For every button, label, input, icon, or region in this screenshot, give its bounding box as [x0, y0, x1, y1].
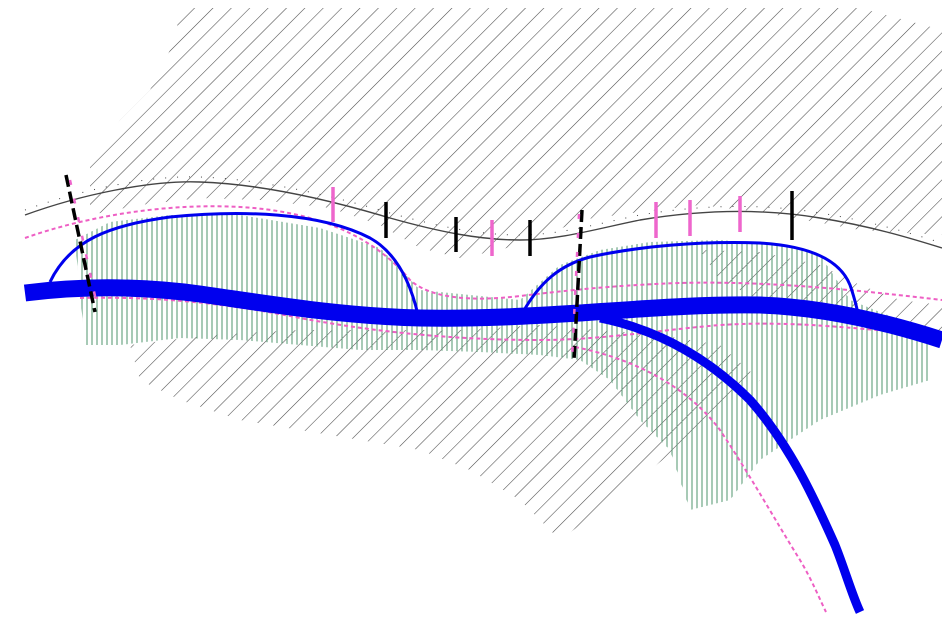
cross-section-line-west-pink [68, 179, 100, 311]
urban-area-hatch-south [130, 325, 760, 540]
flood-buffer-tributary [574, 346, 827, 613]
cross-section-line-middle [572, 209, 584, 361]
section-markers [331, 187, 794, 256]
cross-section-line-west [64, 174, 97, 313]
wetland-hatch-west [75, 215, 930, 510]
flood-buffer-north [24, 205, 942, 301]
tributary-river [599, 313, 865, 614]
main-river [23, 279, 942, 349]
oxbow-arc-west [48, 212, 420, 316]
railway-line [24, 181, 942, 249]
oxbow-arc-east [521, 241, 860, 314]
